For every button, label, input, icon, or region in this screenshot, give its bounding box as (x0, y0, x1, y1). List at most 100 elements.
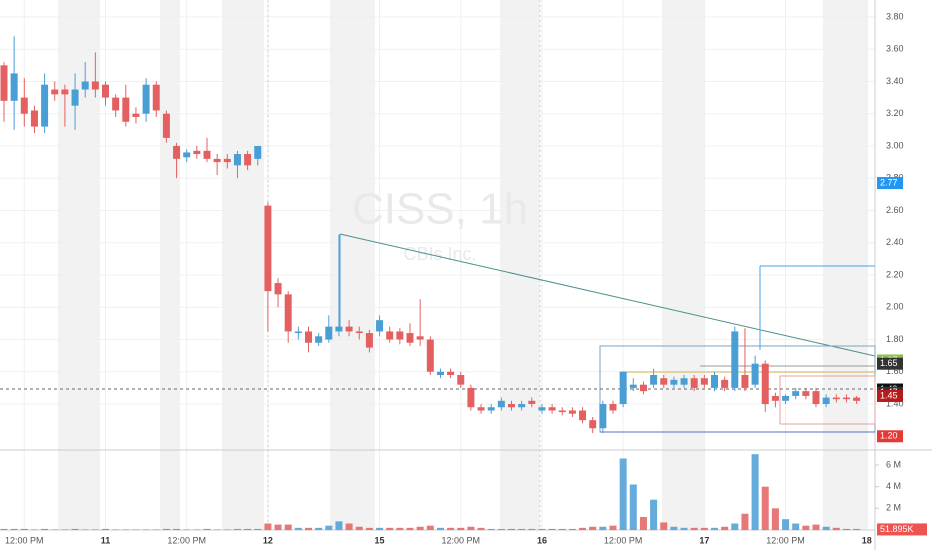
candle-body (568, 410, 576, 414)
candle-body (294, 331, 302, 334)
candle-body (0, 65, 8, 101)
session-bands (58, 0, 868, 530)
volume-bar (162, 528, 170, 530)
y-tick-label: 1.60 (886, 366, 904, 376)
volume-bar (589, 526, 597, 530)
candle-body (345, 326, 353, 332)
volume-bar (568, 528, 576, 530)
candle-body (30, 110, 38, 127)
candle-body (142, 84, 150, 114)
candle-body (467, 387, 475, 408)
volume-bar (173, 528, 181, 530)
candle-body (690, 378, 698, 388)
candle-body (396, 331, 404, 340)
volume-bar (426, 525, 434, 530)
volume-bar (376, 527, 384, 530)
volume-bar (832, 527, 840, 530)
volume-bar (0, 528, 8, 530)
candle-body (619, 371, 627, 405)
candle-body (558, 410, 566, 413)
candle-body (629, 384, 637, 388)
volume-bar (91, 529, 99, 530)
volume-bar (112, 529, 120, 530)
volume-bar (325, 525, 333, 530)
volume-bar (518, 528, 526, 530)
candle-body (609, 404, 617, 411)
volume-bar (639, 517, 647, 530)
volume-bar (751, 454, 759, 530)
volume-bar (81, 529, 89, 530)
y-tick-label: 1.40 (886, 398, 904, 408)
candle-body (152, 84, 160, 111)
candle-body (223, 158, 231, 163)
volume-bar (842, 528, 850, 530)
candle-body (213, 158, 221, 163)
candle-body (365, 333, 373, 348)
candle-body (802, 391, 810, 396)
candle-body (639, 384, 647, 392)
volume-bar (670, 526, 678, 530)
candle-body (102, 84, 109, 98)
candle-body (436, 371, 444, 375)
candle-body (487, 407, 495, 411)
candle-body (162, 113, 170, 138)
volume-bar (680, 527, 688, 530)
price-tag-label: 2.77 (880, 177, 898, 187)
volume-bar (193, 529, 201, 530)
volume-bar (792, 523, 800, 530)
y-tick-label: 2.00 (886, 302, 904, 312)
volume-bar (203, 528, 211, 530)
candle-body (41, 84, 49, 127)
candle-body (579, 410, 587, 421)
volume-bar (335, 521, 343, 530)
candle-body (853, 397, 861, 401)
volume-bar (213, 529, 221, 530)
volume-bar (467, 526, 475, 530)
volume-bar (853, 528, 861, 530)
y-tick-label: 3.60 (886, 44, 904, 54)
candle-body (508, 404, 515, 408)
volume-bar (345, 523, 353, 530)
candle-body (305, 331, 312, 343)
volume-bar (497, 528, 505, 530)
volume-bar (599, 526, 607, 530)
candle-body (51, 89, 59, 95)
candle-body (254, 145, 262, 159)
y-tick-label: 3.00 (886, 140, 904, 150)
candle-body (112, 97, 120, 111)
candle-body (761, 363, 769, 405)
candle-body (477, 407, 485, 411)
candle-body (842, 397, 850, 400)
candle-body (233, 154, 241, 166)
candle-body (660, 378, 668, 385)
volume-bar (183, 529, 191, 530)
x-tick-label: 16 (537, 535, 547, 545)
candle-body (711, 375, 718, 388)
candle-body (741, 375, 749, 388)
candle-body (497, 400, 505, 408)
y2-tick-label: 2 M (886, 503, 901, 513)
volume-bar (812, 524, 820, 530)
candle-body (680, 378, 688, 385)
volume-bar (771, 508, 779, 530)
candle-body (700, 378, 708, 385)
candle-body (528, 400, 536, 405)
candle-body (335, 326, 343, 332)
volume-bar (51, 529, 59, 530)
x-tick-label: 18 (862, 535, 872, 545)
volume-bar (71, 528, 79, 530)
volume-bar (355, 526, 363, 530)
candle-body (10, 73, 18, 101)
x-tick-label: 11 (101, 535, 111, 545)
x-tick-label: 12:00 PM (604, 535, 643, 545)
volume-bar (782, 519, 790, 530)
candle-body (173, 145, 181, 159)
candle-body (771, 395, 779, 401)
y2-tick-label: 4 M (886, 481, 901, 491)
volume-bar (254, 528, 262, 530)
x-tick-label: 12:00 PM (167, 535, 206, 545)
candle-body (589, 420, 597, 429)
volume-bar (406, 527, 414, 530)
volume-bar (721, 526, 729, 530)
